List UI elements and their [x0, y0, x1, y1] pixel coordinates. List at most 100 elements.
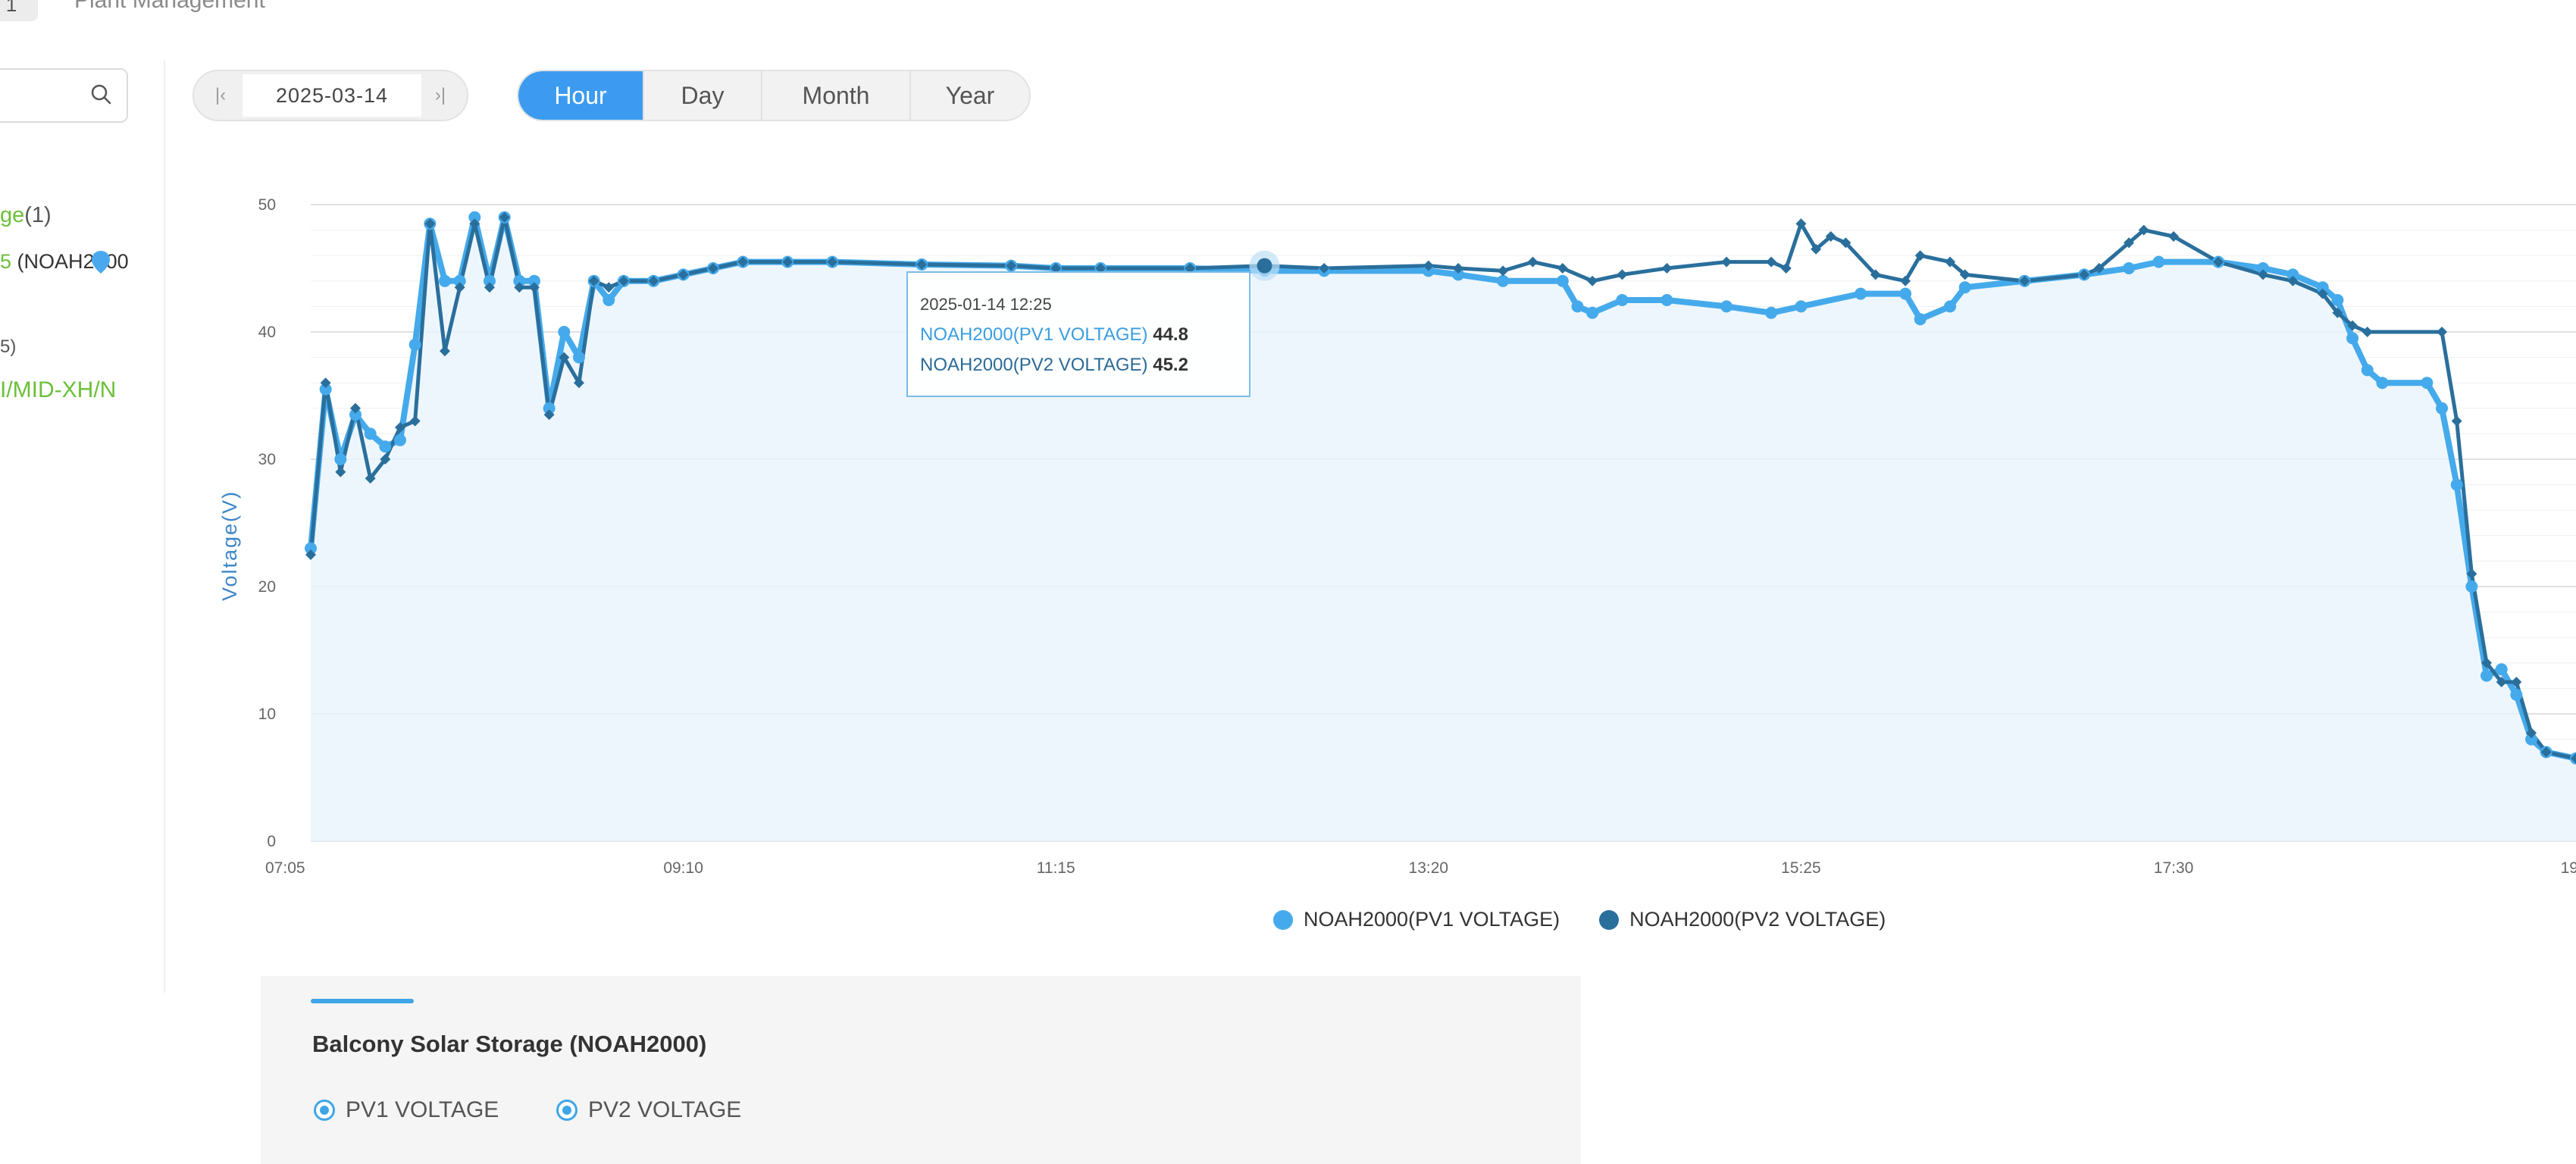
data-point-pv2 — [439, 346, 450, 357]
data-point-pv1 — [2495, 663, 2508, 676]
data-point-pv2 — [2124, 237, 2135, 249]
data-point-pv2 — [2526, 728, 2537, 739]
legend-item-pv2[interactable]: NOAH2000(PV2 VOLTAGE) — [1599, 908, 1886, 931]
data-point-pv2 — [1825, 231, 1836, 242]
series-area-pv1 — [311, 217, 2576, 841]
data-point-pv2 — [1811, 243, 1822, 255]
radio-pv2-icon[interactable] — [556, 1100, 577, 1121]
time-range-selector: Hour Day Month Year — [517, 70, 1031, 121]
data-point-pv2 — [1721, 256, 1732, 268]
data-point-pv2 — [1959, 269, 1970, 280]
data-point-pv1 — [1660, 294, 1673, 306]
data-point-pv1 — [543, 402, 556, 415]
date-prev-icon[interactable]: |‹ — [214, 85, 227, 105]
data-point-pv1 — [1795, 300, 1808, 313]
data-point-pv2 — [409, 415, 421, 427]
date-next-icon[interactable]: ›| — [434, 85, 446, 105]
data-point-pv2 — [737, 256, 749, 268]
data-point-pv2 — [2332, 307, 2343, 318]
data-point-pv2 — [1050, 263, 1062, 274]
data-point-pv1 — [2510, 688, 2523, 701]
data-point-pv1 — [603, 294, 615, 306]
data-point-pv2 — [514, 282, 525, 293]
nav-tab-active[interactable]: 1 — [0, 0, 38, 21]
data-point-pv2 — [559, 352, 570, 363]
data-point-pv1 — [2525, 733, 2538, 746]
data-point-pv1 — [2361, 364, 2374, 377]
data-point-pv1 — [453, 274, 466, 287]
location-pin-icon — [92, 251, 110, 274]
data-point-pv2 — [2138, 224, 2149, 236]
data-point-pv1 — [1944, 300, 1957, 313]
sidebar-search-input[interactable] — [0, 68, 128, 123]
data-point-pv2 — [2496, 677, 2507, 687]
data-point-pv2 — [573, 377, 584, 389]
x-tick-label: 17:30 — [2154, 859, 2194, 877]
data-point-pv2 — [454, 282, 465, 293]
data-point-pv2 — [707, 263, 718, 274]
x-tick-label: 07:05 — [265, 859, 305, 877]
x-tick-label: 15:25 — [1781, 859, 1821, 877]
legend-item-pv1[interactable]: NOAH2000(PV1 VOLTAGE) — [1273, 908, 1560, 931]
y-tick-label: 40 — [258, 324, 276, 341]
y-axis-label: Voltage(V) — [218, 490, 241, 601]
data-point-pv2 — [528, 282, 540, 293]
data-point-pv2 — [2019, 275, 2030, 286]
range-hour-button[interactable]: Hour — [518, 71, 644, 120]
data-point-pv2 — [1527, 256, 1538, 268]
data-point-pv1 — [438, 274, 451, 287]
range-year-button[interactable]: Year — [945, 81, 995, 109]
data-point-pv2 — [1557, 263, 1568, 274]
data-point-pv2 — [484, 282, 495, 293]
data-point-pv2 — [2451, 415, 2462, 427]
sidebar-device[interactable]: 5 (NOAH2000 — [0, 250, 129, 274]
data-point-pv1 — [1855, 287, 1867, 300]
chart-tooltip: 2025-01-14 12:25 NOAH2000(PV1 VOLTAGE) 4… — [906, 271, 1250, 397]
data-point-pv2 — [2571, 753, 2576, 764]
date-picker[interactable]: |‹ 2025-03-14 ›| — [192, 70, 468, 121]
option-pv1-voltage[interactable]: PV1 VOLTAGE — [314, 1097, 499, 1123]
top-nav: 1 Plant Management — [0, 0, 2576, 30]
range-day-button[interactable]: Day — [644, 71, 762, 120]
data-point-pv2 — [2317, 288, 2328, 299]
data-point-pv2 — [2168, 231, 2180, 242]
data-point-pv1 — [2450, 478, 2463, 491]
nav-tab-plant-management[interactable]: Plant Management — [74, 0, 265, 13]
data-point-pv1 — [2316, 281, 2329, 294]
option-pv2-voltage[interactable]: PV2 VOLTAGE — [556, 1097, 741, 1123]
data-point-pv2 — [827, 256, 838, 268]
data-point-pv1 — [1571, 300, 1584, 313]
data-point-pv2 — [335, 466, 346, 477]
x-tick-label: 13:20 — [1409, 859, 1449, 877]
data-point-pv2 — [499, 211, 510, 223]
data-point-pv1 — [2481, 669, 2493, 682]
data-point-pv1 — [1556, 274, 1569, 287]
data-point-pv1 — [1586, 306, 1599, 319]
data-point-pv2 — [782, 256, 793, 268]
radio-pv1-icon[interactable] — [314, 1100, 335, 1121]
data-point-pv2 — [2362, 327, 2373, 337]
data-point-pv1 — [2346, 332, 2359, 345]
data-point-pv2 — [1453, 263, 1464, 274]
data-point-pv1 — [2376, 377, 2389, 390]
sidebar-device-sn: 5 — [0, 250, 12, 273]
sidebar-device-name: (NOAH2000 — [17, 250, 129, 273]
date-value[interactable]: 2025-03-14 — [243, 74, 421, 117]
y-tick-label: 0 — [267, 833, 276, 850]
metric-selector-panel: Balcony Solar Storage (NOAH2000) PV1 VOL… — [261, 976, 1581, 1164]
sidebar-group[interactable]: ge(1) — [0, 203, 52, 228]
search-icon[interactable] — [90, 83, 111, 105]
tooltip-row-pv1: NOAH2000(PV1 VOLTAGE) 44.8 — [920, 320, 1237, 350]
y-tick-label: 20 — [258, 578, 276, 596]
data-point-pv1 — [408, 338, 421, 351]
range-month-button[interactable]: Month — [762, 71, 911, 120]
data-point-pv2 — [618, 275, 629, 286]
data-point-pv2 — [424, 218, 436, 230]
tooltip-time: 2025-01-14 12:25 — [920, 295, 1052, 314]
data-point-pv1 — [379, 440, 392, 453]
data-point-pv2 — [2287, 275, 2299, 286]
data-point-pv2 — [1587, 275, 1598, 286]
data-point-pv2 — [2347, 320, 2358, 331]
data-point-pv2 — [588, 275, 599, 286]
sidebar-model[interactable]: I/MID-XH/N — [0, 377, 117, 402]
